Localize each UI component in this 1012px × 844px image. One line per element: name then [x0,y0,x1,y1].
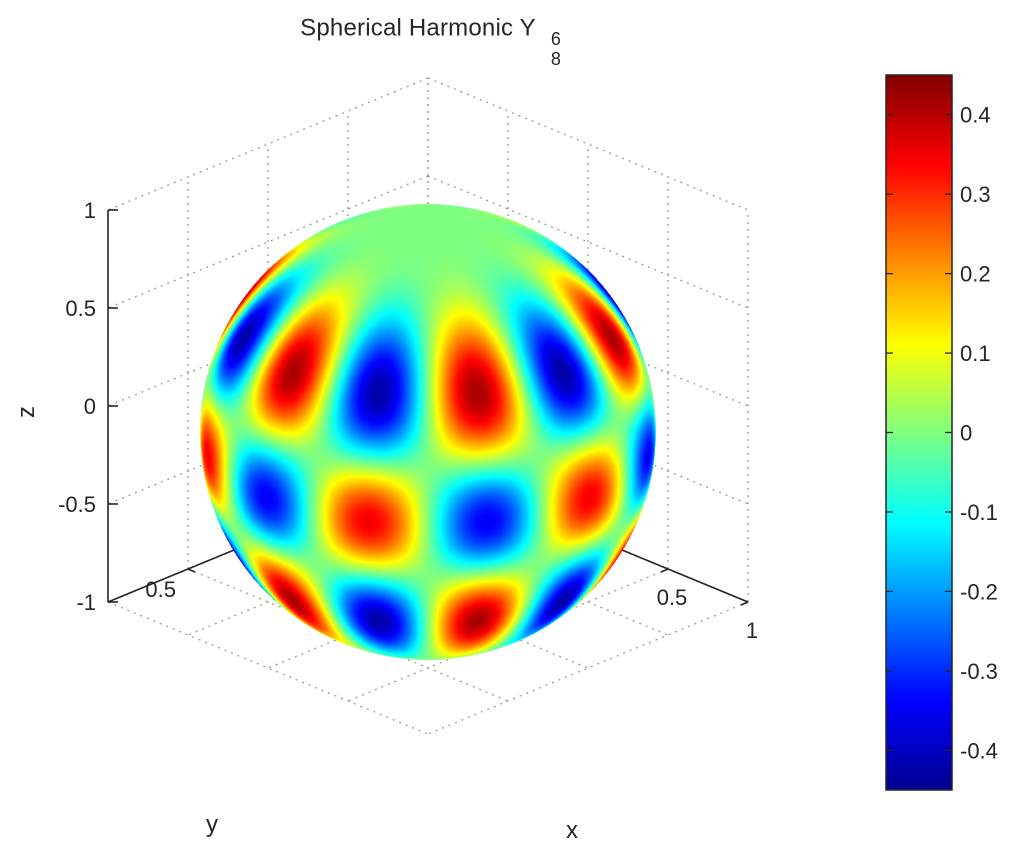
grid-line [347,568,669,702]
z-tick-label: -0.5 [58,492,96,517]
y-axis-label: y [206,811,218,838]
colorbar-ticks: 0.4 0.3 0.2 0.1 0 -0.1 -0.2 -0.3 -0.4 [886,103,998,763]
colorbar-tick-label: -0.1 [960,500,998,525]
grid-line [427,175,749,309]
x-axis-label: x [566,817,578,844]
colorbar-tick-label: -0.4 [960,738,998,763]
colorbar-tick-label: 0.1 [960,341,991,366]
x-tick [660,568,669,573]
y-tick-label: 0.5 [145,577,176,602]
grid-line [427,77,749,211]
z-tick-label: 0.5 [65,296,96,321]
y-tick [187,568,196,573]
z-axis-label: z [13,406,40,418]
z-tick-label: -1 [76,590,96,615]
grid-line [187,568,509,702]
sphere-surface [200,204,656,660]
colorbar-tick-label: 0.3 [960,182,991,207]
colorbar-tick-label: 0 [960,421,972,446]
title-superscript: 6 [550,29,562,49]
z-tick-label: 0 [84,394,96,419]
colorbar-tick-label: -0.2 [960,579,998,604]
grid-line [107,175,429,309]
grid-line [107,77,429,211]
grid-line [427,601,749,735]
z-tick-label: 1 [84,198,96,223]
grid-line [107,601,429,735]
x-tick-label: 1 [746,618,758,643]
x-tick [740,601,749,606]
colorbar-tick-label: 0.2 [960,262,991,287]
colorbar-gradient [885,74,953,791]
sphere-heatmap [200,204,656,660]
colorbar: 0.4 0.3 0.2 0.1 0 -0.1 -0.2 -0.3 -0.4 [885,74,998,791]
colorbar-tick-label: 0.4 [960,103,991,128]
title-subscript: 8 [550,49,562,69]
colorbar-tick-label: -0.3 [960,659,998,684]
title-text: Spherical Harmonic Y [300,14,536,42]
x-tick-label: 0.5 [657,585,688,610]
